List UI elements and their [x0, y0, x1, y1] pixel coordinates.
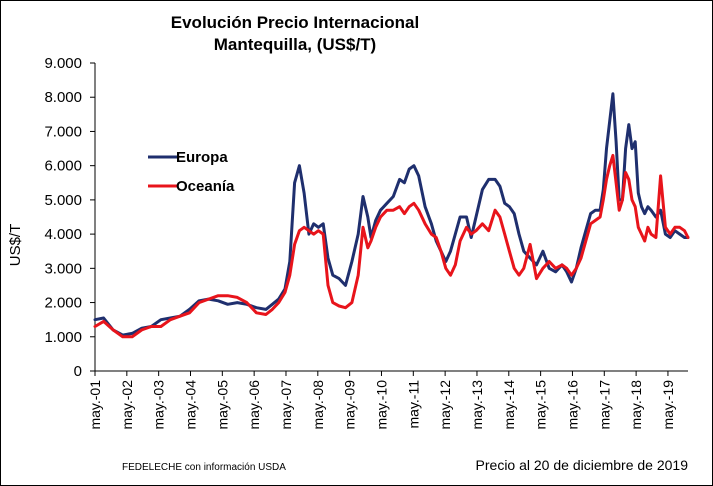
x-tick-label: may.-10 — [373, 380, 389, 430]
y-tick-label: 7.000 — [44, 123, 82, 140]
x-tick-label: may.-16 — [564, 380, 580, 430]
x-tick-label: may.-13 — [469, 380, 485, 430]
x-tick-label: may.-04 — [182, 380, 198, 430]
y-tick-label: 6.000 — [44, 158, 82, 175]
series-line-europa — [93, 92, 690, 337]
x-tick-label: may.-18 — [628, 380, 644, 430]
x-tick-label: may.-06 — [246, 380, 262, 430]
plot-area: 0 1.000 2.000 3.000 4.000 5.000 6.000 7.000 8.00… — [44, 55, 690, 430]
x-tick-label: may.-09 — [342, 380, 358, 430]
y-tick-label: 2.000 — [44, 295, 82, 312]
x-tick-label: may.-05 — [214, 380, 230, 430]
x-tick-label: may.-03 — [151, 380, 167, 430]
y-tick-label: 5.000 — [44, 192, 82, 209]
x-tick-label: may.-15 — [533, 380, 549, 430]
x-tick-label: may.-01 — [87, 380, 103, 430]
price-date-note: Precio al 20 de diciembre de 2019 — [476, 457, 689, 473]
legend-label-oceania: Oceanía — [176, 178, 235, 195]
y-tick-label: 4.000 — [44, 226, 82, 243]
chart-title-line-1: Evolución Precio Internacional — [171, 13, 419, 32]
legend: Europa Oceanía — [148, 149, 235, 195]
x-tick-label: may.-07 — [278, 380, 294, 430]
x-tick-label: may.-11 — [405, 380, 421, 429]
y-axis-label: US$/T — [7, 224, 24, 267]
x-tick-label: may.-12 — [437, 380, 453, 430]
x-tick-label: may.-17 — [596, 380, 612, 430]
x-tick-label: may.-14 — [501, 380, 517, 430]
y-tick-label: 0 — [74, 363, 82, 380]
y-tick-label: 8.000 — [44, 89, 82, 106]
source-note: FEDELECHE con información USDA — [122, 462, 286, 473]
y-tick-label: 1.000 — [44, 329, 82, 346]
y-tick-label: 3.000 — [44, 260, 82, 277]
y-tick-label: 9.000 — [44, 55, 82, 72]
x-tick-label: may.-02 — [119, 380, 135, 430]
x-tick-label: may.-19 — [660, 380, 676, 430]
x-tick-label: may.-08 — [310, 380, 326, 430]
series-line-oceania — [93, 153, 690, 339]
legend-label-europa: Europa — [176, 149, 228, 166]
chart-title-line-2: Mantequilla, (US$/T) — [214, 35, 376, 54]
